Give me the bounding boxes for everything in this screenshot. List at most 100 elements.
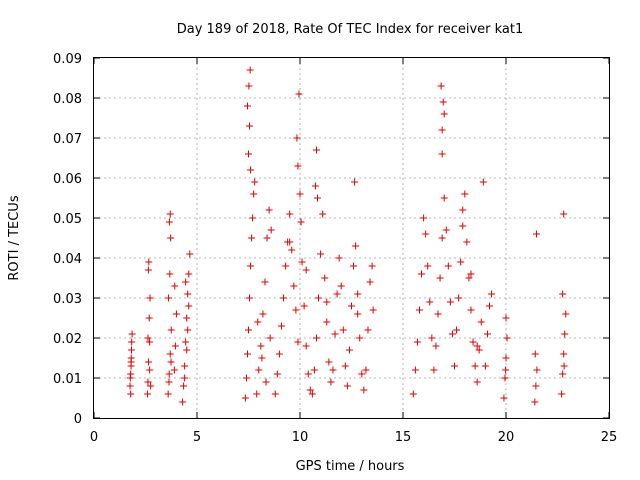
data-point bbox=[323, 318, 331, 326]
data-point bbox=[481, 362, 489, 370]
data-point bbox=[245, 82, 253, 90]
data-point bbox=[562, 310, 570, 318]
y-tick-label: 0.04 bbox=[53, 252, 82, 267]
data-point bbox=[560, 210, 568, 218]
data-point bbox=[127, 354, 135, 362]
data-point bbox=[242, 374, 250, 382]
data-point bbox=[475, 346, 483, 354]
data-point bbox=[170, 366, 178, 374]
data-point bbox=[182, 338, 190, 346]
data-point bbox=[288, 246, 296, 254]
data-point bbox=[434, 310, 442, 318]
x-tick-label: 5 bbox=[193, 430, 201, 445]
data-point bbox=[451, 362, 458, 370]
data-point bbox=[437, 82, 445, 90]
data-point bbox=[331, 330, 339, 338]
data-point bbox=[532, 230, 540, 238]
data-point bbox=[312, 334, 320, 342]
data-point bbox=[422, 230, 430, 238]
data-point bbox=[127, 390, 135, 398]
data-point bbox=[440, 194, 448, 202]
data-point bbox=[144, 390, 152, 398]
data-point bbox=[411, 366, 419, 374]
data-point bbox=[275, 350, 283, 358]
data-point bbox=[183, 314, 191, 322]
data-point bbox=[362, 366, 370, 374]
data-point bbox=[448, 330, 456, 338]
data-point bbox=[302, 266, 310, 274]
data-point bbox=[469, 338, 477, 346]
chart-title: Day 189 of 2018, Rate Of TEC Index for r… bbox=[177, 22, 524, 37]
data-point bbox=[430, 366, 438, 374]
data-point bbox=[311, 182, 319, 190]
data-point bbox=[306, 386, 314, 394]
data-point bbox=[473, 378, 481, 386]
data-point bbox=[295, 90, 303, 98]
data-point bbox=[144, 334, 152, 342]
data-point bbox=[181, 362, 189, 370]
data-point bbox=[327, 378, 335, 386]
data-point bbox=[428, 334, 436, 342]
data-point bbox=[185, 270, 193, 278]
x-axis: 0 5 10 15 20 25 bbox=[90, 58, 617, 445]
data-point bbox=[246, 66, 254, 74]
data-point bbox=[179, 398, 187, 406]
data-point bbox=[486, 302, 494, 310]
data-point bbox=[127, 346, 135, 354]
data-point bbox=[249, 214, 257, 222]
data-point bbox=[440, 110, 448, 118]
data-point bbox=[420, 214, 428, 222]
data-point bbox=[453, 326, 461, 334]
data-point bbox=[250, 190, 258, 198]
data-point bbox=[500, 394, 508, 402]
data-point bbox=[145, 258, 153, 266]
data-point bbox=[312, 146, 320, 154]
data-point bbox=[164, 390, 172, 398]
data-point bbox=[241, 394, 249, 402]
data-point bbox=[247, 166, 255, 174]
data-point bbox=[286, 210, 294, 218]
data-point bbox=[271, 390, 279, 398]
data-point bbox=[348, 302, 355, 310]
data-point bbox=[354, 290, 362, 298]
data-point bbox=[467, 270, 475, 278]
y-axis-title: ROTI / TECUs bbox=[7, 195, 22, 280]
data-point bbox=[290, 282, 298, 290]
data-point bbox=[501, 374, 509, 382]
data-point bbox=[293, 134, 301, 142]
data-point bbox=[350, 262, 358, 270]
y-tick-label: 0 bbox=[74, 412, 82, 427]
data-point bbox=[455, 294, 463, 302]
data-point bbox=[558, 390, 566, 398]
data-point bbox=[358, 370, 366, 378]
data-point bbox=[502, 354, 510, 362]
data-point bbox=[531, 398, 539, 406]
data-point bbox=[314, 194, 322, 202]
data-point bbox=[436, 274, 444, 282]
data-point bbox=[364, 326, 372, 334]
data-point bbox=[253, 390, 261, 398]
data-point bbox=[172, 310, 180, 318]
data-point bbox=[261, 278, 269, 286]
data-point bbox=[166, 210, 174, 218]
data-point bbox=[446, 298, 454, 306]
data-point bbox=[304, 370, 312, 378]
data-point bbox=[366, 278, 374, 286]
data-point bbox=[337, 282, 345, 290]
data-point bbox=[341, 362, 349, 370]
data-point bbox=[246, 122, 254, 130]
data-point bbox=[560, 362, 568, 370]
data-point bbox=[415, 306, 423, 314]
data-point bbox=[438, 234, 446, 242]
data-point bbox=[165, 370, 173, 378]
data-point bbox=[245, 150, 252, 158]
data-point bbox=[146, 294, 154, 302]
data-point bbox=[488, 290, 496, 298]
data-point bbox=[483, 330, 491, 338]
x-axis-title: GPS time / hours bbox=[296, 459, 405, 474]
y-tick-label: 0.01 bbox=[53, 372, 82, 387]
data-point bbox=[438, 150, 446, 158]
data-point bbox=[533, 366, 541, 374]
data-point bbox=[292, 306, 300, 314]
data-point bbox=[559, 290, 567, 298]
